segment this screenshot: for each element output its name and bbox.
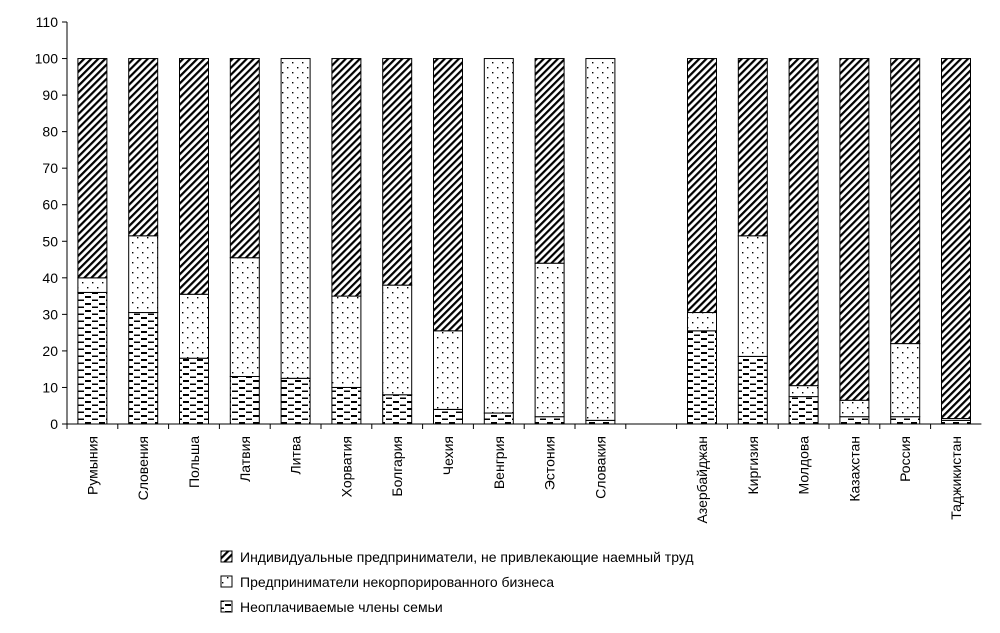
bar-segment-dash [179,357,209,425]
legend-swatch-hatch [220,550,233,563]
x-category-label: Казахстан [846,436,862,502]
x-category-label: Словакия [592,436,608,499]
bar-segment-dots [788,385,819,398]
bar-segment-hatch [737,58,768,237]
bar-segment-dash [483,412,514,425]
y-tick-label: 80 [42,124,58,140]
y-tick-label: 20 [42,343,58,359]
x-category-label: Латвия [237,436,253,482]
y-tick-label: 50 [42,233,58,249]
bar-segment-dash [839,416,870,425]
bar-segment-hatch [839,58,870,401]
legend-label: Предприниматели некорпорированного бизне… [240,574,554,590]
x-category-label: Литва [288,436,304,475]
bar-segment-dash [280,377,311,425]
bar-segment-dots [534,262,565,418]
bar-segment-hatch [77,58,108,279]
y-tick-label: 0 [50,416,58,432]
x-category-label: Хорватия [338,436,354,497]
bar-segment-dash [737,355,768,425]
bar-segment-dash [128,312,159,425]
bar-segment-hatch [128,58,159,237]
x-category-label: Таджикистан [948,436,964,520]
bar-segment-hatch [179,58,209,295]
bar-segment-dash [77,291,108,425]
x-category-label: Польша [186,436,202,488]
bar-segment-dash [382,394,413,425]
x-category-label: Румыния [84,436,100,495]
y-tick-label: 70 [42,160,58,176]
y-tick-label: 10 [42,379,58,395]
bar-segment-dots [229,257,260,377]
bar-segment-dash [229,375,260,425]
x-category-label: Киргизия [745,436,761,495]
bar-segment-dash [890,416,921,425]
bar-segment-dash [331,386,362,425]
bar-segment-dots [890,343,921,418]
bar-segment-dots [483,58,514,414]
y-tick-label: 60 [42,197,58,213]
legend-label: Индивидуальные предприниматели, не привл… [240,549,694,565]
x-category-label: Молдова [796,436,812,495]
x-axis-labels: Румыния Словения Польша Латвия Литва Хорватия… [84,436,964,524]
bar-segment-dash [687,330,717,425]
bar-segment-hatch [331,58,362,297]
bar-segment-hatch [534,58,565,264]
x-category-label: Азербайджан [694,436,710,524]
legend-swatch-dash [220,600,233,613]
bar-segment-dots [839,399,870,418]
bar-segment-dots [585,58,616,421]
y-axis: 0 10 20 30 40 50 60 70 80 90 100 110 [35,14,982,432]
bar-segment-dots [128,235,159,314]
x-category-label: Венгрия [491,436,507,489]
x-category-label: Словения [135,436,151,500]
legend: Индивидуальные предприниматели, не привл… [220,549,694,615]
bar-segment-dash [433,408,463,425]
bar-segment-dash [585,419,616,425]
y-tick-label: 90 [42,87,58,103]
bar-segment-hatch [788,58,819,387]
bars [77,58,971,425]
bar-segment-dots [179,293,209,359]
bar-segment-dots [687,312,717,332]
y-tick-label: 40 [42,270,58,286]
bar-segment-dots [280,58,311,379]
x-category-label: Болгария [389,436,405,497]
legend-swatch-dots [220,575,233,588]
bar-segment-hatch [890,58,921,345]
bar-segment-dots [331,295,362,388]
bar-segment-hatch [433,58,463,332]
bar-segment-hatch [229,58,260,259]
bar-segment-dash [941,419,971,425]
legend-label: Неоплачиваемые члены семьи [240,599,443,615]
x-category-label: Россия [897,436,913,482]
bar-segment-dash [788,396,819,425]
bar-segment-dots [382,284,413,396]
bar-segment-dash [534,416,565,425]
bar-segment-hatch [382,58,413,286]
y-tick-label: 30 [42,306,58,322]
bar-segment-dots [737,235,768,357]
bar-segment-hatch [941,58,971,420]
y-tick-label: 110 [36,14,59,30]
x-category-label: Чехия [440,436,456,475]
bar-segment-dots [77,277,108,293]
bar-segment-dots [433,330,463,410]
x-category-label: Эстония [542,436,558,490]
y-tick-label: 100 [35,51,59,67]
bar-segment-hatch [687,58,717,314]
